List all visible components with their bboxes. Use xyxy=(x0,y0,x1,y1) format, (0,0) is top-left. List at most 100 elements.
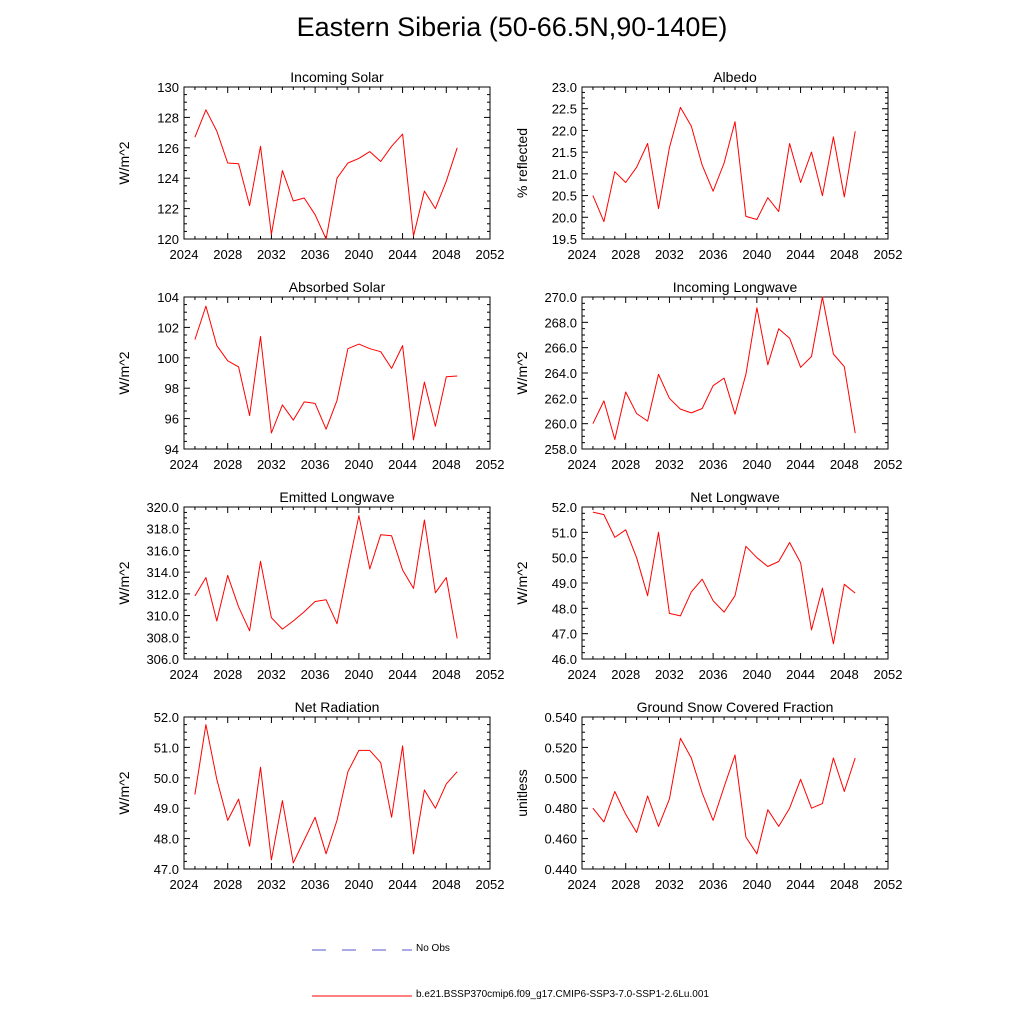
legend-model-label: b.e21.BSSP370cmip6.f09_g17.CMIP6-SSP3-7.… xyxy=(416,989,709,1000)
x-tick-label: 2032 xyxy=(655,877,684,892)
x-tick-label: 2032 xyxy=(257,247,286,262)
y-axis-label: % reflected xyxy=(514,128,530,198)
y-tick-label: 52.0 xyxy=(552,500,577,515)
y-tick-label: 98 xyxy=(165,381,179,396)
panel-title: Net Longwave xyxy=(690,489,780,505)
plot-frame xyxy=(581,86,889,240)
y-tick-label: 104 xyxy=(157,290,179,305)
x-tick-label: 2032 xyxy=(655,247,684,262)
x-tick-label: 2032 xyxy=(655,667,684,682)
x-tick-label: 2028 xyxy=(611,457,640,472)
series-line xyxy=(592,296,856,440)
x-tick-label: 2028 xyxy=(213,457,242,472)
y-tick-label: 23.0 xyxy=(552,80,577,95)
x-tick-label: 2052 xyxy=(874,877,903,892)
x-tick-label: 2040 xyxy=(742,877,771,892)
x-tick-label: 2040 xyxy=(344,247,373,262)
x-tick-label: 2024 xyxy=(170,457,199,472)
x-tick-label: 2036 xyxy=(699,877,728,892)
plot-frame xyxy=(581,506,889,660)
x-tick-label: 2036 xyxy=(301,457,330,472)
series-line xyxy=(592,106,856,223)
x-tick-label: 2044 xyxy=(786,667,815,682)
x-tick-label: 2032 xyxy=(655,457,684,472)
y-tick-label: 52.0 xyxy=(154,710,179,725)
x-tick-label: 2052 xyxy=(476,247,505,262)
chart-panel: 2024 2028 2032 2036 2040 2044 2048 2052 0.440 0.4… xyxy=(514,699,902,892)
chart-panel: 2024 2028 2032 2036 2040 2044 2048 2052 46.0 47.0… xyxy=(514,489,902,682)
x-tick-label: 2024 xyxy=(170,667,199,682)
y-tick-label: 308.0 xyxy=(146,630,179,645)
x-tick-label: 2044 xyxy=(786,247,815,262)
x-tick-label: 2044 xyxy=(786,457,815,472)
x-tick-label: 2024 xyxy=(568,667,597,682)
y-tick-label: 47.0 xyxy=(552,627,577,642)
x-tick-label: 2040 xyxy=(742,457,771,472)
x-tick-label: 2036 xyxy=(301,667,330,682)
y-tick-label: 260.0 xyxy=(544,417,577,432)
plot-frame xyxy=(183,716,491,870)
x-tick-label: 2024 xyxy=(568,457,597,472)
y-tick-label: 50.0 xyxy=(154,771,179,786)
y-tick-label: 0.480 xyxy=(544,801,577,816)
y-tick-label: 46.0 xyxy=(552,652,577,667)
y-tick-label: 102 xyxy=(157,320,179,335)
x-tick-label: 2048 xyxy=(432,457,461,472)
x-tick-label: 2052 xyxy=(476,877,505,892)
y-tick-label: 48.0 xyxy=(552,601,577,616)
y-tick-label: 264.0 xyxy=(544,366,577,381)
x-tick-label: 2032 xyxy=(257,877,286,892)
x-tick-label: 2024 xyxy=(170,877,199,892)
figure-title: Eastern Siberia (50-66.5N,90-140E) xyxy=(296,12,728,42)
x-tick-label: 2044 xyxy=(786,877,815,892)
y-tick-label: 47.0 xyxy=(154,862,179,877)
y-axis-label: W/m^2 xyxy=(116,771,132,814)
x-tick-label: 2024 xyxy=(568,247,597,262)
y-tick-label: 0.540 xyxy=(544,710,577,725)
chart-panel: 2024 2028 2032 2036 2040 2044 2048 2052 258.0 260… xyxy=(514,279,902,472)
x-tick-label: 2048 xyxy=(432,247,461,262)
x-tick-label: 2048 xyxy=(432,877,461,892)
plot-frame xyxy=(581,296,889,450)
x-tick-label: 2052 xyxy=(476,667,505,682)
x-tick-label: 2048 xyxy=(830,457,859,472)
x-tick-label: 2036 xyxy=(301,247,330,262)
x-tick-label: 2052 xyxy=(874,457,903,472)
x-tick-label: 2040 xyxy=(742,247,771,262)
legend-obs-label: No Obs xyxy=(416,943,450,954)
x-tick-label: 2036 xyxy=(699,247,728,262)
y-tick-label: 94 xyxy=(165,442,179,457)
plot-frame xyxy=(183,296,491,450)
series-line xyxy=(592,511,856,645)
panel-title: Albedo xyxy=(713,69,757,85)
x-tick-label: 2024 xyxy=(170,247,199,262)
y-tick-label: 318.0 xyxy=(146,522,179,537)
y-tick-label: 0.500 xyxy=(544,771,577,786)
y-tick-label: 21.5 xyxy=(552,145,577,160)
series-line xyxy=(194,515,458,639)
y-tick-label: 310.0 xyxy=(146,609,179,624)
y-tick-label: 306.0 xyxy=(146,652,179,667)
plot-frame xyxy=(581,716,889,870)
y-tick-label: 22.0 xyxy=(552,123,577,138)
y-tick-label: 130 xyxy=(157,80,179,95)
panel-title: Incoming Solar xyxy=(290,69,384,85)
x-tick-label: 2028 xyxy=(611,877,640,892)
y-tick-label: 0.520 xyxy=(544,740,577,755)
y-tick-label: 316.0 xyxy=(146,543,179,558)
x-tick-label: 2028 xyxy=(611,247,640,262)
series-line xyxy=(194,305,458,441)
panel-title: Net Radiation xyxy=(295,699,380,715)
x-tick-label: 2036 xyxy=(699,457,728,472)
x-tick-label: 2052 xyxy=(874,247,903,262)
panel-title: Ground Snow Covered Fraction xyxy=(637,699,834,715)
y-tick-label: 19.5 xyxy=(552,232,577,247)
panel-title: Emitted Longwave xyxy=(279,489,394,505)
chart-panel: 2024 2028 2032 2036 2040 2044 2048 2052 19.5 20.0… xyxy=(514,69,902,262)
x-tick-label: 2028 xyxy=(611,667,640,682)
y-tick-label: 21.0 xyxy=(552,167,577,182)
y-tick-label: 49.0 xyxy=(552,576,577,591)
x-tick-label: 2048 xyxy=(830,247,859,262)
y-tick-label: 126 xyxy=(157,141,179,156)
y-tick-label: 320.0 xyxy=(146,500,179,515)
